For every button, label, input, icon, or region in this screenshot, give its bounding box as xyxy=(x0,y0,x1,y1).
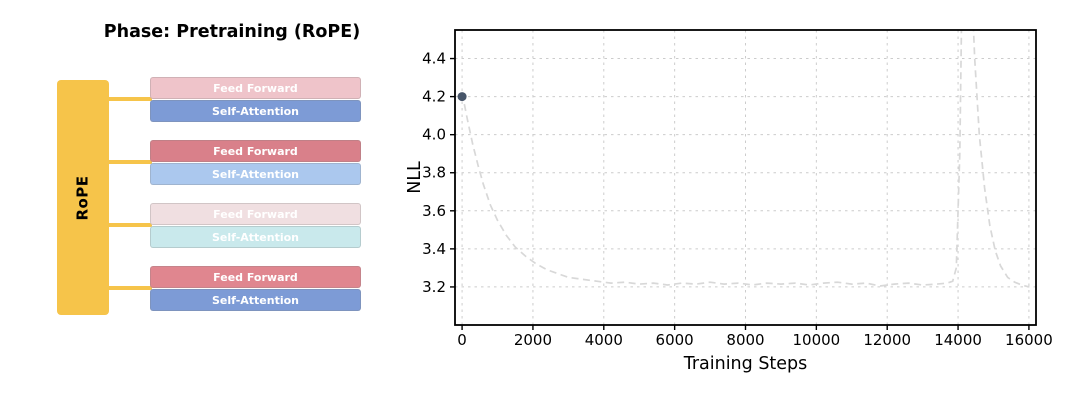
nll-chart: 0 2000 4000 6000 8000 10000 12000 14000 16000 3.2… xyxy=(406,29,1053,374)
y-tick-label: 3.2 xyxy=(422,278,446,296)
block-3-self-attention: Self-Attention xyxy=(150,226,361,248)
block-3-self-attention-label: Self-Attention xyxy=(211,230,300,244)
x-tick-label: 14000 xyxy=(934,331,982,349)
rope-connector-3 xyxy=(106,223,152,227)
rope-connector-4 xyxy=(106,286,152,290)
transformer-block-4: Feed Forward Self-Attention xyxy=(150,266,361,311)
chart-ticks xyxy=(450,57,1030,330)
transformer-block-2: Feed Forward Self-Attention xyxy=(150,140,361,185)
block-3-feed-forward: Feed Forward xyxy=(150,203,361,225)
transformer-block-3: Feed Forward Self-Attention xyxy=(150,203,361,248)
block-4-feed-forward: Feed Forward xyxy=(150,266,361,288)
x-axis-label: Training Steps xyxy=(683,354,808,374)
block-4-self-attention-label: Self-Attention xyxy=(211,293,300,307)
plot-border xyxy=(454,29,1037,326)
y-tick-label: 3.6 xyxy=(422,202,446,220)
y-axis-label: NLL xyxy=(406,161,425,194)
block-4-self-attention: Self-Attention xyxy=(150,289,361,311)
y-tick-label: 3.8 xyxy=(422,164,446,182)
rope-connector-2 xyxy=(106,160,152,164)
y-tick-label: 4.4 xyxy=(422,50,446,68)
x-tick-label: 4000 xyxy=(585,331,623,349)
block-1-feed-forward: Feed Forward xyxy=(150,77,361,99)
y-tick-label: 3.4 xyxy=(422,240,446,258)
y-tick-label: 4.2 xyxy=(422,88,446,106)
block-1-feed-forward-label: Feed Forward xyxy=(213,81,298,95)
rope-connector-1 xyxy=(106,97,152,101)
x-tick-label: 12000 xyxy=(863,331,911,349)
nll-curve xyxy=(461,30,1030,288)
x-tick-label: 8000 xyxy=(726,331,764,349)
block-2-feed-forward: Feed Forward xyxy=(150,140,361,162)
y-tick-label: 4.0 xyxy=(422,126,446,144)
x-tick-label: 10000 xyxy=(792,331,840,349)
transformer-block-1: Feed Forward Self-Attention xyxy=(150,77,361,122)
x-tick-label: 2000 xyxy=(514,331,552,349)
diagram-title: Phase: Pretraining (RoPE) xyxy=(103,22,361,42)
block-2-self-attention-label: Self-Attention xyxy=(211,167,300,181)
x-tick-label: 16000 xyxy=(1005,331,1053,349)
block-4-feed-forward-label: Feed Forward xyxy=(213,270,298,284)
start-point xyxy=(457,92,467,102)
rope-label: RoPE xyxy=(73,174,92,221)
block-3-feed-forward-label: Feed Forward xyxy=(213,207,298,221)
block-1-self-attention: Self-Attention xyxy=(150,100,361,122)
chart-tick-labels: 0 2000 4000 6000 8000 10000 12000 14000 16000 3.2… xyxy=(422,50,1053,349)
chart-grid xyxy=(455,30,1036,325)
block-2-feed-forward-label: Feed Forward xyxy=(213,144,298,158)
x-tick-label: 6000 xyxy=(656,331,694,349)
block-2-self-attention: Self-Attention xyxy=(150,163,361,185)
block-1-self-attention-label: Self-Attention xyxy=(211,104,300,118)
x-tick-label: 0 xyxy=(457,331,467,349)
rope-box: RoPE xyxy=(57,80,109,315)
